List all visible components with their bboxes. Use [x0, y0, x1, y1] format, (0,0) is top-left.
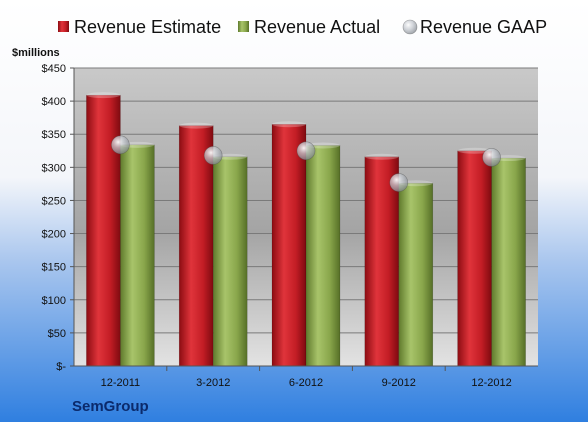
- bar-cap: [272, 121, 306, 128]
- revenue-gaap-legend-label: Revenue GAAP: [420, 17, 547, 37]
- legend: Revenue Estimate Revenue Actual Revenue GA…: [58, 17, 547, 37]
- x-tick-label: 9-2012: [382, 377, 416, 389]
- gaap-marker-9-2012: [389, 173, 409, 192]
- company-label: SemGroup: [72, 398, 149, 415]
- bar-revenue-actual-12-2012: [491, 157, 526, 367]
- gaap-marker-3-2012: [203, 146, 223, 165]
- y-tick-label: $350: [42, 129, 66, 141]
- bar-cap: [306, 142, 340, 149]
- x-tick-label: 6-2012: [289, 377, 323, 389]
- bar-revenue-actual-6-2012: [305, 145, 341, 367]
- bar-revenue-estimate-12-2011: [86, 94, 121, 367]
- bar-revenue-estimate-6-2012: [271, 124, 307, 367]
- y-tick-label: $400: [42, 96, 66, 108]
- bar-cap: [457, 147, 492, 154]
- x-tick-label: 3-2012: [196, 377, 230, 389]
- bar-revenue-actual-3-2012: [212, 156, 248, 367]
- revenue-estimate-legend-swatch: [58, 21, 69, 32]
- axes: $- $50 $100 $150 $200 $250 $300 $350 $400 $450 12-…: [42, 63, 538, 389]
- y-tick-label: $50: [48, 328, 66, 340]
- y-tick-label: $150: [42, 262, 66, 274]
- revenue-actual-legend-label: Revenue Actual: [254, 17, 380, 37]
- y-tick-label: $300: [42, 162, 66, 174]
- bar-cap: [364, 153, 399, 160]
- bar-revenue-actual-12-2011: [120, 144, 155, 367]
- y-tick-label: $200: [42, 229, 66, 241]
- x-tick-label: 12-2011: [101, 377, 141, 389]
- bar-cap: [179, 122, 214, 129]
- x-tick-label: 12-2012: [471, 377, 511, 389]
- y-tick-label: $450: [42, 63, 66, 75]
- y-tick-label: $100: [42, 295, 66, 307]
- bar-revenue-actual-9-2012: [398, 182, 434, 367]
- bar-revenue-estimate-9-2012: [364, 156, 400, 367]
- y-tick-label: $250: [42, 195, 66, 207]
- gaap-marker-12-2011: [111, 135, 130, 155]
- revenue-gaap-legend-swatch: [402, 19, 418, 35]
- revenue-actual-legend-swatch: [238, 21, 249, 32]
- revenue-estimate-legend-label: Revenue Estimate: [74, 17, 221, 37]
- gaap-markers: [111, 135, 501, 192]
- y-tick-label: $-: [56, 361, 66, 373]
- gaap-marker-12-2012: [482, 148, 501, 167]
- bar-revenue-estimate-12-2012: [457, 150, 492, 367]
- y-axis-unit-label: $millions: [12, 47, 60, 59]
- gaap-marker-6-2012: [296, 141, 316, 161]
- bar-cap: [86, 92, 121, 99]
